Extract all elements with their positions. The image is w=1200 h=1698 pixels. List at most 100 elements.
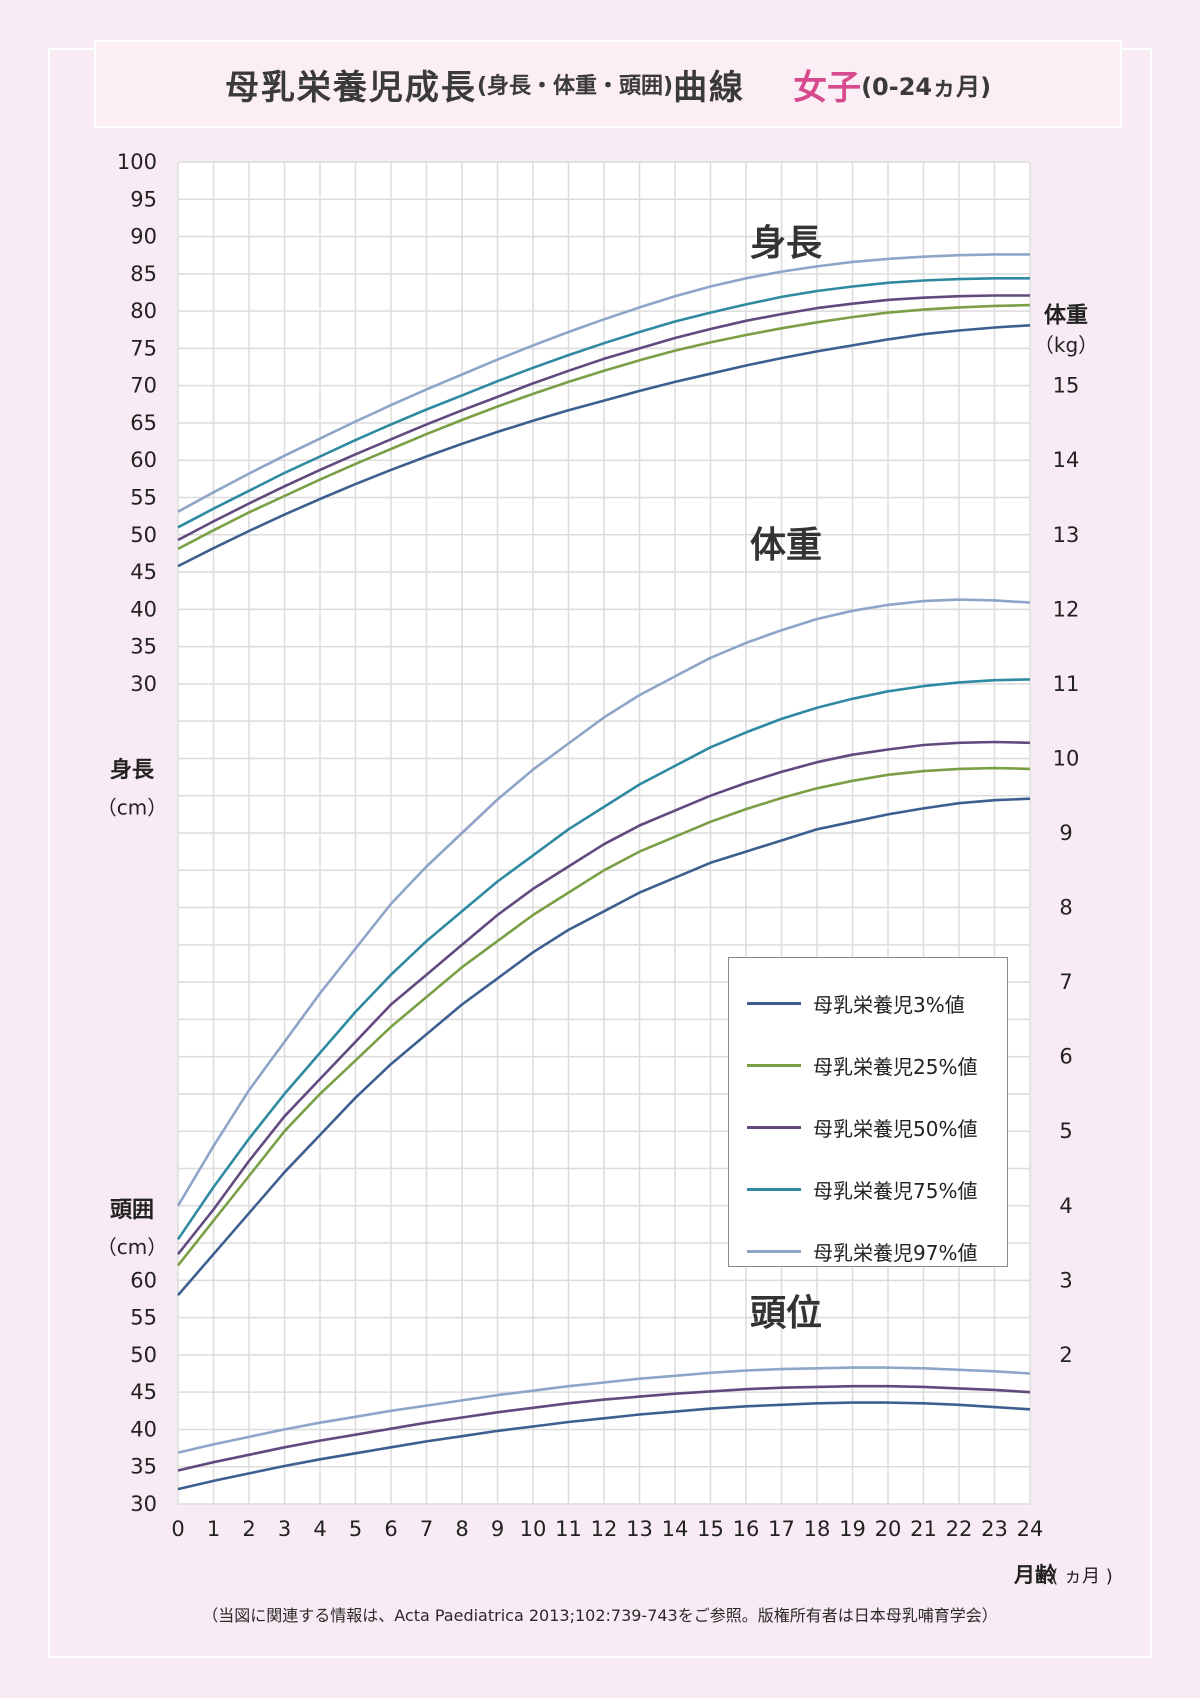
height-tick-label: 100 [117,150,157,174]
height-tick-label: 45 [130,560,157,584]
x-tick-label: 9 [491,1517,504,1541]
height-axis-unit: （cm） [97,795,167,819]
x-axis-unit: ( ヵ月 ) [1051,1566,1113,1587]
height-tick-label: 70 [130,374,157,398]
x-tick-label: 16 [733,1517,760,1541]
weight-axis-unit: （kg） [1034,333,1098,357]
height-axis-label: 身長 [110,757,155,783]
legend-swatch [747,1187,801,1191]
head-p97-line [177,1366,1031,1454]
title-range: (0-24ヵ月) [861,72,992,101]
weight-tick-label: 10 [1053,746,1080,770]
height-tick-label: 30 [130,672,157,696]
head-p50-line [177,1384,1031,1472]
x-tick-label: 18 [804,1517,831,1541]
height-p3-line [177,324,1031,568]
legend-label: 母乳栄養児97%値 [813,1240,978,1265]
height-tick-label: 55 [130,486,157,510]
labels-group: 0 1 2 3 4 5 6 7 8 9 10 11 12 13 14 15 16 17 18 19 20 21 22 23 24… [97,150,1113,1587]
legend: 母乳栄養児3%値 母乳栄養児25%値 母乳栄養児50%値 母乳栄養児75%値 母乳栄養児… [728,957,1008,1267]
x-tick-label: 10 [520,1517,547,1541]
x-tick-label: 24 [1017,1517,1044,1541]
legend-item-p25: 母乳栄養児25%値 [747,1034,1007,1096]
title-girl: 女子 [793,67,862,108]
legend-swatch [747,1249,801,1253]
head-tick-label: 40 [130,1417,157,1441]
head-axis-unit: （cm） [97,1235,167,1259]
weight-tick-label: 15 [1053,374,1080,398]
weight-tick-label: 5 [1059,1119,1072,1143]
weight-tick-label: 4 [1059,1194,1072,1218]
weight-tick-label: 7 [1059,970,1072,994]
head-tick-label: 60 [130,1268,157,1292]
height-tick-label: 35 [130,635,157,659]
weight-p25-line [176,766,1031,1267]
x-tick-label: 5 [349,1517,362,1541]
weight-p3-line [177,797,1031,1297]
height-tick-label: 80 [130,299,157,323]
x-tick-label: 13 [626,1517,653,1541]
height-p97-line [177,253,1030,513]
height-tick-label: 60 [130,448,157,472]
legend-swatch [747,1001,801,1005]
head-tick-label: 35 [130,1455,157,1479]
weight-tick-label: 8 [1059,896,1072,920]
legend-item-p75: 母乳栄養児75%値 [747,1158,1007,1220]
x-tick-label: 11 [555,1517,582,1541]
head-tick-label: 45 [130,1380,157,1404]
height-p75-line [177,276,1030,529]
head-tick-label: 30 [130,1492,157,1516]
head-tick-label: 55 [130,1306,157,1330]
legend-item-p3: 母乳栄養児3%値 [747,972,1007,1034]
height-tick-label: 50 [130,523,157,547]
legend-label: 母乳栄養児50%値 [813,1116,978,1141]
weight-axis-label: 体重 [1044,303,1088,328]
height-tick-label: 85 [130,262,157,286]
x-tick-label: 17 [768,1517,795,1541]
legend-label: 母乳栄養児25%値 [813,1054,978,1079]
chart-title: 母乳栄養児成長 (身長・体重・頭囲) 曲線 女子 (0-24ヵ月) [94,40,1122,128]
weight-tick-label: 9 [1059,821,1072,845]
legend-swatch [747,1063,801,1067]
x-tick-label: 6 [384,1517,397,1541]
head-tick-label: 50 [130,1343,157,1367]
weight-tick-label: 6 [1059,1045,1072,1069]
legend-item-p97: 母乳栄養児97%値 [747,1220,1007,1282]
weight-tick-label: 2 [1059,1343,1072,1367]
x-tick-label: 8 [455,1517,468,1541]
head-p3-line [177,1401,1031,1491]
x-tick-label: 0 [171,1517,184,1541]
x-tick-label: 12 [591,1517,618,1541]
x-axis-label: 月齢 [1013,1563,1057,1587]
x-tick-label: 19 [839,1517,866,1541]
height-tick-label: 40 [130,597,157,621]
x-tick-label: 20 [875,1517,902,1541]
height-tick-label: 95 [130,187,157,211]
x-tick-label: 15 [697,1517,724,1541]
x-tick-label: 21 [910,1517,937,1541]
weight-p97-line [176,598,1031,1207]
weight-tick-label: 12 [1053,597,1080,621]
section-label-head: 頭位 [750,1293,822,1334]
height-p25-line [177,303,1031,551]
weight-p50-line [176,740,1031,1256]
title-paren: (身長・体重・頭囲) [476,74,674,99]
x-tick-label: 4 [313,1517,326,1541]
x-tick-label: 1 [207,1517,220,1541]
weight-p75-line [176,678,1031,1241]
height-tick-label: 65 [130,411,157,435]
title-main: 母乳栄養児成長 [224,67,477,108]
legend-item-p50: 母乳栄養児50%値 [747,1096,1007,1158]
weight-tick-label: 11 [1053,672,1080,696]
weight-tick-label: 3 [1059,1268,1072,1292]
legend-label: 母乳栄養児75%値 [813,1178,978,1203]
legend-label: 母乳栄養児3%値 [813,992,965,1017]
height-p50-line [177,294,1030,542]
weight-tick-label: 14 [1053,448,1080,472]
footnote: （当図に関連する情報は、Acta Paediatrica 2013;102:73… [202,1606,998,1625]
height-tick-label: 75 [130,336,157,360]
legend-swatch [747,1125,801,1129]
x-tick-label: 7 [420,1517,433,1541]
section-label-height: 身長 [750,223,823,264]
